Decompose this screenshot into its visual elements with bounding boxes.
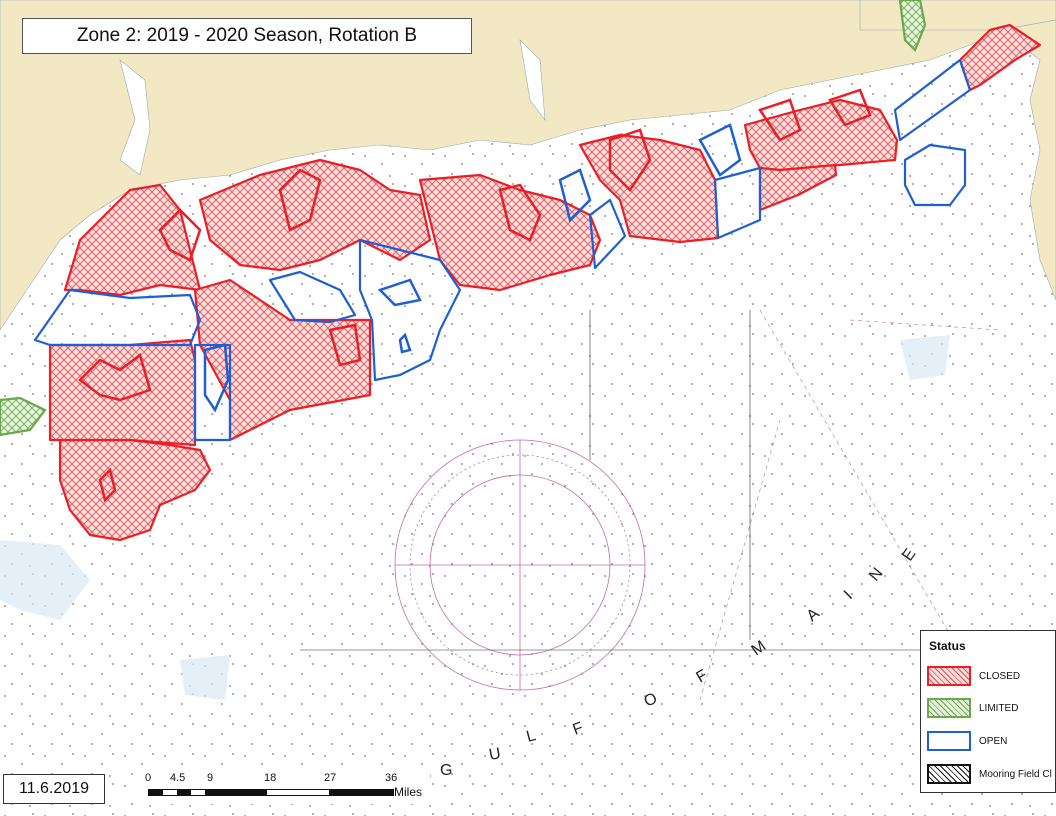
legend: Status CLOSED LIMITED OPEN Mooring Field… xyxy=(920,630,1056,793)
legend-title: Status xyxy=(929,639,966,653)
scale-tick: 18 xyxy=(264,772,277,784)
compass-rose xyxy=(394,439,646,691)
land-area-east xyxy=(999,19,1056,301)
legend-label: Mooring Field Cl xyxy=(979,768,1052,780)
open-coastline xyxy=(203,123,742,413)
legend-label: CLOSED xyxy=(979,670,1021,682)
scale-tick: 27 xyxy=(324,772,337,784)
open-swatch xyxy=(927,731,971,751)
scale-unit: Miles xyxy=(394,785,423,799)
open-zone-central xyxy=(268,270,357,324)
mooring-swatch xyxy=(927,764,971,784)
legend-label: LIMITED xyxy=(979,702,1019,714)
legend-label: OPEN xyxy=(979,735,1008,747)
open-zone-offshore xyxy=(903,143,967,207)
scale-tick: 4.5 xyxy=(170,772,186,784)
water-letter: U xyxy=(488,745,502,764)
scale-tick: 0 xyxy=(145,772,152,784)
closed-coastline xyxy=(78,88,872,503)
legend-item-open: OPEN xyxy=(927,730,1007,752)
limited-swatch xyxy=(927,698,971,718)
water-letter: G xyxy=(440,762,452,779)
water-letter: L xyxy=(525,727,538,746)
legend-item-closed: CLOSED xyxy=(927,665,1020,687)
bay xyxy=(119,59,151,176)
open-zone-northeast xyxy=(713,166,762,240)
open-zone-far-east xyxy=(893,58,972,142)
limited-zone-north xyxy=(898,0,927,52)
legend-item-limited: LIMITED xyxy=(927,697,1018,719)
closed-zone-southwest xyxy=(58,438,212,542)
closed-zone-far-east xyxy=(958,23,1042,92)
limited-zone-west xyxy=(0,396,47,437)
shallow-water xyxy=(900,335,950,380)
open-zones xyxy=(33,58,972,442)
open-zone-west xyxy=(33,288,202,347)
scale-tick: 36 xyxy=(385,772,398,784)
chart-grid xyxy=(300,310,920,651)
closed-zone-cape xyxy=(63,183,202,297)
open-zone-east xyxy=(588,198,627,270)
shallow-water xyxy=(0,540,90,620)
closed-zone-west xyxy=(48,338,197,447)
closed-zone-northeast xyxy=(743,98,899,172)
scale-tick: 9 xyxy=(207,772,214,784)
date-stamp: 11.6.2019 xyxy=(3,774,105,804)
bay xyxy=(519,39,546,122)
limited-zones xyxy=(0,0,927,437)
scale-bar-graphic xyxy=(148,789,394,796)
shallow-water xyxy=(180,655,230,700)
closed-zone-central xyxy=(193,278,372,442)
open-zone-river xyxy=(193,343,232,442)
legend-item-mooring: Mooring Field Cl xyxy=(927,763,1052,785)
scale-bar: 0 4.5 9 18 27 36 Miles xyxy=(140,772,430,804)
open-zone-bay xyxy=(358,238,462,382)
map-title: Zone 2: 2019 - 2020 Season, Rotation B xyxy=(22,18,472,54)
closed-swatch xyxy=(927,666,971,686)
